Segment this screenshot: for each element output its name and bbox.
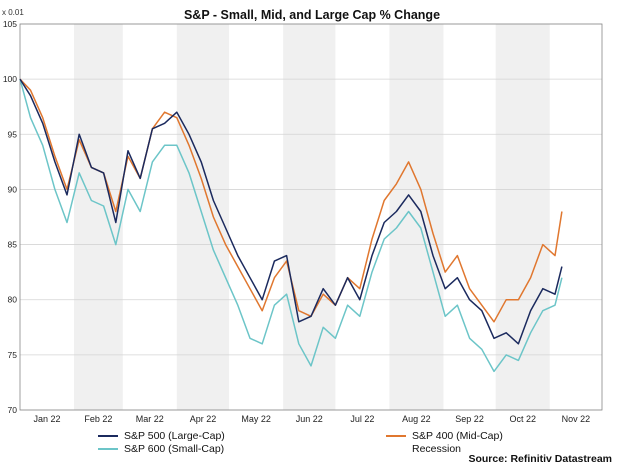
legend-swatch-sp400	[386, 435, 406, 437]
legend-swatch-sp600	[98, 448, 118, 450]
chart-title: S&P - Small, Mid, and Large Cap % Change	[183, 8, 441, 22]
legend-recession: Recession	[412, 443, 462, 455]
series-line-sp500	[19, 78, 563, 345]
y-tick-label: 100	[3, 74, 17, 84]
plot-frame	[19, 23, 603, 411]
x-tick-label: Jul 22	[350, 414, 374, 424]
shaded-band	[74, 24, 123, 410]
legend-label-sp600: S&P 600 (Small-Cap)	[124, 443, 225, 455]
legend-sp500: S&P 500 (Large-Cap)	[98, 430, 225, 442]
line-chart: 70 75 80 85 90 95 100 105 Jan 22 Feb 22 Mar 22 Apr…	[3, 19, 603, 424]
legend-swatch-sp500	[98, 435, 118, 437]
x-axis: Jan 22 Feb 22 Mar 22 Apr 22 May 22 Jun 22 Jul …	[33, 414, 590, 424]
legend-sp400: S&P 400 (Mid-Cap)	[386, 430, 503, 442]
legend-label-sp400: S&P 400 (Mid-Cap)	[412, 430, 503, 442]
y-tick-label: 95	[8, 129, 18, 139]
series-line-sp600	[19, 78, 563, 373]
x-tick-label: Nov 22	[562, 414, 591, 424]
month-shading-group	[74, 24, 550, 410]
y-tick-label: 80	[8, 295, 18, 305]
y-tick-label: 85	[8, 240, 18, 250]
y-tick-label: 75	[8, 350, 18, 360]
x-tick-label: Aug 22	[402, 414, 431, 424]
y-tick-label: 105	[3, 19, 17, 29]
x-tick-label: Jan 22	[33, 414, 60, 424]
y-tick-label: 90	[8, 184, 18, 194]
shaded-band	[389, 24, 444, 410]
shaded-band	[495, 24, 550, 410]
x-tick-label: Jun 22	[296, 414, 323, 424]
x-tick-label: May 22	[241, 414, 271, 424]
x-tick-label: Mar 22	[136, 414, 164, 424]
y-axis: 70 75 80 85 90 95 100 105	[3, 19, 17, 415]
x-tick-label: Sep 22	[455, 414, 484, 424]
x-tick-label: Oct 22	[509, 414, 536, 424]
shaded-band	[283, 24, 336, 410]
y-unit-label: x 0.01	[2, 8, 24, 17]
legend-sp600: S&P 600 (Small-Cap)	[98, 443, 224, 455]
x-tick-label: Feb 22	[84, 414, 112, 424]
x-tick-label: Apr 22	[190, 414, 217, 424]
series-lines	[19, 78, 563, 373]
source-note: Source: Refinitiv Datastream	[468, 453, 612, 465]
y-tick-label: 70	[8, 405, 18, 415]
legend-label-sp500: S&P 500 (Large-Cap)	[124, 430, 225, 442]
